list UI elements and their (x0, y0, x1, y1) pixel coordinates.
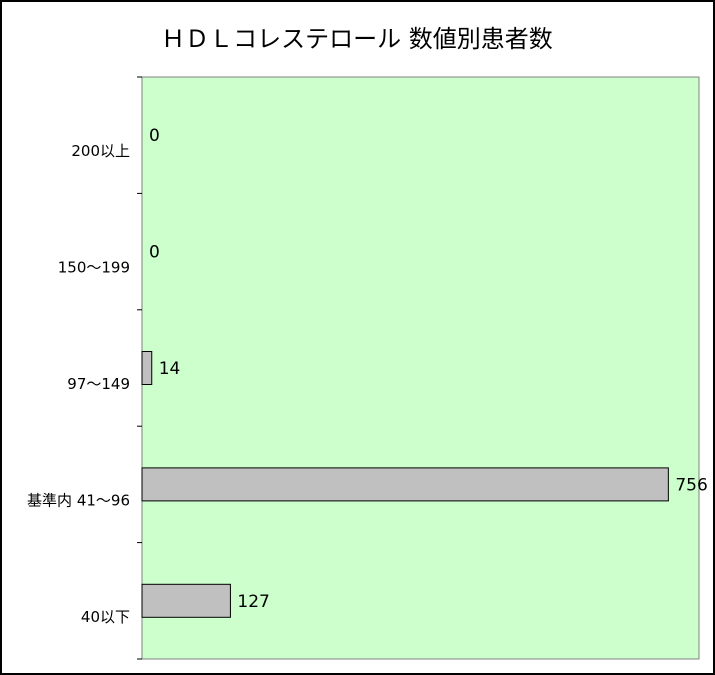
category-label: 150～199 (58, 259, 130, 277)
value-label: 14 (159, 359, 181, 379)
category-label: 40以下 (81, 608, 130, 626)
category-labels: 200以上 150～199 97～149 基準内 41～96 40以下 (27, 142, 130, 626)
category-label: 200以上 (71, 142, 130, 160)
bar (141, 583, 231, 618)
category-label: 基準内 41～96 (27, 491, 130, 509)
chart-title: ＨＤＬコレステロール 数値別患者数 (161, 25, 553, 53)
bar (141, 467, 669, 502)
category-label: 97～149 (67, 375, 130, 393)
value-label: 0 (149, 243, 160, 263)
value-label: 756 (675, 475, 707, 495)
bar (141, 351, 153, 385)
plot-area (141, 76, 700, 660)
value-labels: 0 0 14 756 127 (149, 126, 708, 612)
value-label: 127 (237, 592, 269, 612)
bars (141, 351, 669, 618)
category-axis-ticks (137, 76, 142, 660)
value-label: 0 (149, 126, 160, 146)
